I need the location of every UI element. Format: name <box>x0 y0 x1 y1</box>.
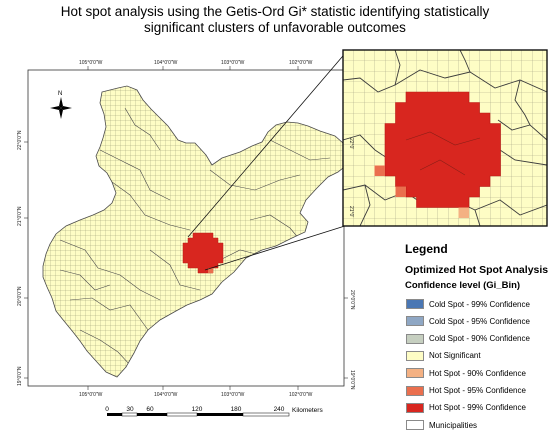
inset-map: 22°0' 21°0' <box>342 49 548 227</box>
inset-hot-spot-95-cell <box>374 165 385 176</box>
legend-item-hot-99: Hot Spot - 99% Confidence <box>406 402 526 414</box>
legend-swatch <box>406 420 424 431</box>
inset-lat-label: 21°0' <box>348 206 354 217</box>
lat-label-left: 20°0'0"N <box>17 286 23 306</box>
inset-callout-lines <box>187 49 349 271</box>
scale-tick-label: 180 <box>231 406 242 413</box>
lat-label-left: 19°0'0"N <box>17 366 23 386</box>
legend-label: Municipalities <box>429 420 478 430</box>
lat-label-left: 22°0'0"N <box>17 130 23 150</box>
map-title-line-2: significant clusters of unfavorable outc… <box>144 20 406 35</box>
main-map-frame <box>27 69 345 387</box>
legend-item-hot-90: Hot Spot - 90% Confidence <box>406 367 526 379</box>
legend-label: Cold Spot - 99% Confidence <box>429 299 530 309</box>
map-title-line-1: Hot spot analysis using the Getis-Ord Gi… <box>60 4 490 19</box>
legend-swatch <box>406 350 424 361</box>
inset-hot-spot-cluster <box>384 91 501 208</box>
scale-tick-label: 0 <box>105 406 109 413</box>
scale-tick-label: 30 <box>126 406 134 413</box>
legend-swatch <box>406 299 424 309</box>
north-arrow-icon <box>50 97 72 119</box>
legend-label: Hot Spot - 99% Confidence <box>429 403 526 413</box>
lat-label-right: 20°0'0"N <box>349 290 355 310</box>
inset-hot-spot-95-cell <box>395 186 406 197</box>
hot-spot-cluster <box>182 232 224 274</box>
north-arrow-label: N <box>58 91 62 97</box>
lon-label-top: 102°0'0"W <box>289 60 313 66</box>
graticule-ticks <box>24 66 348 390</box>
legend-item-cold-95: Cold Spot - 95% Confidence <box>406 315 530 327</box>
lon-label-bottom: 103°0'0"W <box>221 392 245 398</box>
legend-label: Hot Spot - 90% Confidence <box>429 368 526 378</box>
legend-item-not-significant: Not Significant <box>406 350 481 362</box>
lon-label-top: 103°0'0"W <box>221 60 245 66</box>
inset-lat-label: 22°0' <box>348 138 354 149</box>
lon-label-bottom: 105°0'0"W <box>79 392 103 398</box>
lon-label-bottom: 102°0'0"W <box>289 392 313 398</box>
legend-field: Confidence level (Gi_Bin) <box>405 280 521 291</box>
legend-swatch <box>406 385 424 396</box>
scale-tick-label: 60 <box>146 406 154 413</box>
legend-swatch <box>406 368 424 379</box>
lon-label-bottom: 104°0'0"W <box>154 392 178 398</box>
legend-item-hot-95: Hot Spot - 95% Confidence <box>406 385 526 397</box>
scale-tick-label: 240 <box>274 406 285 413</box>
lat-label-left: 21°0'0"N <box>17 206 23 226</box>
lat-label-right: 19°0'0"N <box>349 370 355 390</box>
legend-swatch <box>406 402 424 413</box>
legend-item-municipalities: Municipalities <box>406 419 477 431</box>
inset-frame <box>342 49 548 227</box>
scale-unit-label: Kilometers <box>292 407 323 414</box>
legend-swatch <box>406 316 424 327</box>
inset-hot-spot-90-cell <box>458 207 469 218</box>
scale-bar: 0 30 60 120 180 240 Kilometers <box>105 406 323 417</box>
lon-label-top: 105°0'0"W <box>79 60 103 66</box>
legend-label: Not Significant <box>429 351 481 361</box>
legend-label: Cold Spot - 95% Confidence <box>429 316 530 326</box>
municipality-boundaries <box>59 107 331 366</box>
legend-heading: Legend <box>405 242 448 256</box>
lon-label-top: 104°0'0"W <box>154 60 178 66</box>
legend-label: Hot Spot - 95% Confidence <box>429 386 526 395</box>
hot-spot-95-cell <box>208 268 213 273</box>
state-grid-cells <box>42 85 350 378</box>
legend-item-cold-99: Cold Spot - 99% Confidence <box>406 298 530 310</box>
scale-tick-label: 120 <box>192 406 203 413</box>
legend-swatch <box>406 333 424 344</box>
legend-subtitle: Optimized Hot Spot Analysis <box>405 264 549 276</box>
legend-item-cold-90: Cold Spot - 90% Confidence <box>406 333 530 345</box>
legend-label: Cold Spot - 90% Confidence <box>429 334 530 344</box>
longitude-labels: 105°0'0"W 104°0'0"W 103°0'0"W 102°0'0"W … <box>79 60 313 398</box>
latitude-labels: 22°0'0"N 21°0'0"N 20°0'0"N 19°0'0"N 20°0… <box>17 130 355 390</box>
